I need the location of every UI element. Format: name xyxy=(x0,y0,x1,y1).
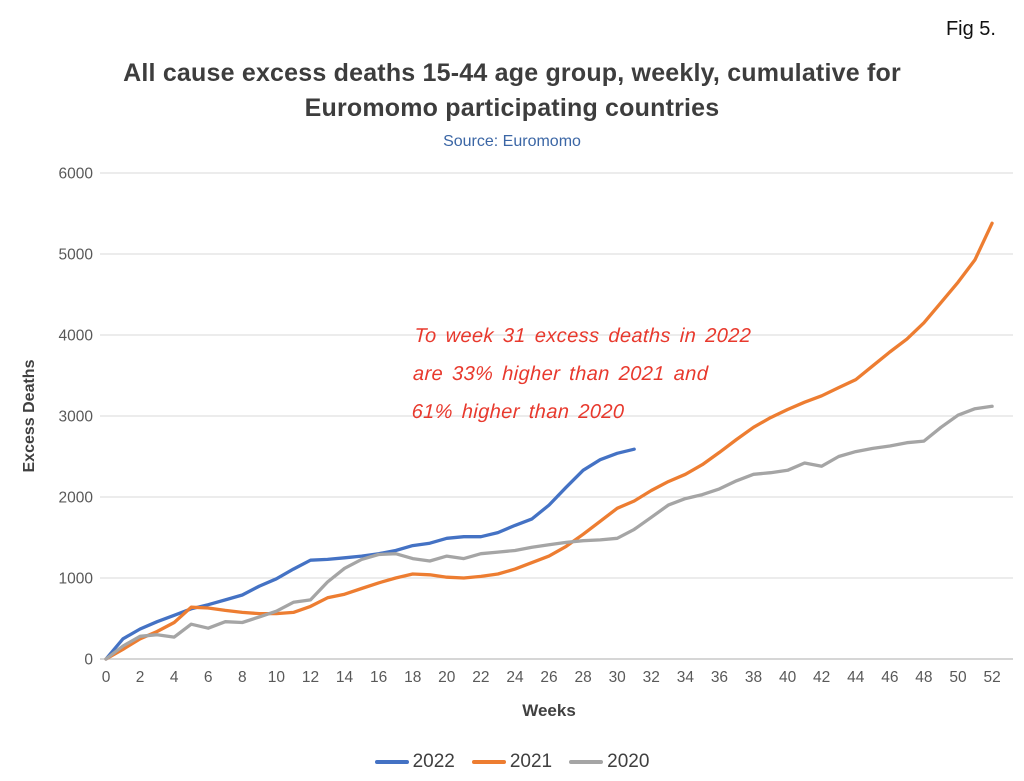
x-tick-label: 18 xyxy=(404,669,421,686)
x-tick-label: 40 xyxy=(779,669,797,686)
x-tick-label: 12 xyxy=(302,669,319,686)
legend-line-swatch-2020 xyxy=(569,760,604,764)
legend-label-2022: 2022 xyxy=(412,751,455,772)
x-tick-label: 50 xyxy=(949,669,967,686)
y-tick-label: 2000 xyxy=(59,490,94,507)
legend-label-2020: 2020 xyxy=(607,751,650,772)
legend-item-2021: 2021 xyxy=(471,751,553,773)
chart-title-line-2: Euromomo participating countries xyxy=(304,94,720,122)
series-line-2020 xyxy=(104,404,994,661)
x-tick-label: 22 xyxy=(472,669,489,686)
x-tick-label: 36 xyxy=(711,669,728,686)
y-tick-label: 6000 xyxy=(59,166,94,183)
y-tick-label: 3000 xyxy=(59,409,94,426)
annotation-line-2: are 33% higher than 2021 and xyxy=(412,363,709,385)
x-tick-label: 30 xyxy=(609,669,627,686)
legend-label-2021: 2021 xyxy=(509,751,553,772)
chart-title-line-1: All cause excess deaths 15-44 age group,… xyxy=(123,59,901,87)
x-tick-label: 2 xyxy=(136,669,145,686)
legend-item-2022: 2022 xyxy=(374,751,455,773)
y-tick-label: 5000 xyxy=(59,247,94,264)
x-tick-label: 24 xyxy=(506,669,524,686)
legend-item-2020: 2020 xyxy=(569,751,649,773)
x-tick-label: 10 xyxy=(268,669,286,686)
x-axis-title: Weeks xyxy=(522,701,576,720)
x-tick-label: 20 xyxy=(438,669,456,686)
x-tick-label: 8 xyxy=(238,669,247,686)
annotation-line-1: To week 31 excess deaths in 2022 xyxy=(413,325,752,347)
y-axis-title: Excess Deaths xyxy=(21,359,38,473)
legend: 2022 2021 2020 xyxy=(0,748,1024,776)
annotation-text: To week 31 excess deaths in 2022 are 33%… xyxy=(411,317,752,431)
x-tick-label: 16 xyxy=(370,669,387,686)
series-line-2021 xyxy=(104,221,994,661)
figure-label: Fig 5. xyxy=(945,18,996,40)
x-tick-label: 42 xyxy=(813,669,830,686)
chart-source: Source: Euromomo xyxy=(443,133,581,150)
y-tick-label: 0 xyxy=(84,652,93,669)
legend-line-swatch-2021 xyxy=(471,760,506,764)
x-tick-label: 46 xyxy=(881,669,898,686)
y-tick-label: 1000 xyxy=(59,571,94,588)
chart-title: All cause excess deaths 15-44 age group,… xyxy=(0,56,1024,126)
x-tick-label: 32 xyxy=(643,669,660,686)
x-tick-label: 28 xyxy=(574,669,591,686)
annotation-line-3: 61% higher than 2020 xyxy=(411,401,625,423)
x-tick-label: 48 xyxy=(915,669,932,686)
x-tick-label: 0 xyxy=(102,669,111,686)
x-tick-label: 52 xyxy=(983,669,1000,686)
legend-line-swatch-2022 xyxy=(374,760,409,764)
y-tick-label: 4000 xyxy=(59,328,94,345)
x-tick-label: 4 xyxy=(170,669,179,686)
x-tick-label: 38 xyxy=(745,669,762,686)
x-tick-label: 6 xyxy=(204,669,213,686)
x-tick-label: 44 xyxy=(847,669,865,686)
x-tick-label: 14 xyxy=(336,669,354,686)
x-tick-label: 34 xyxy=(677,669,695,686)
x-tick-label: 26 xyxy=(540,669,557,686)
